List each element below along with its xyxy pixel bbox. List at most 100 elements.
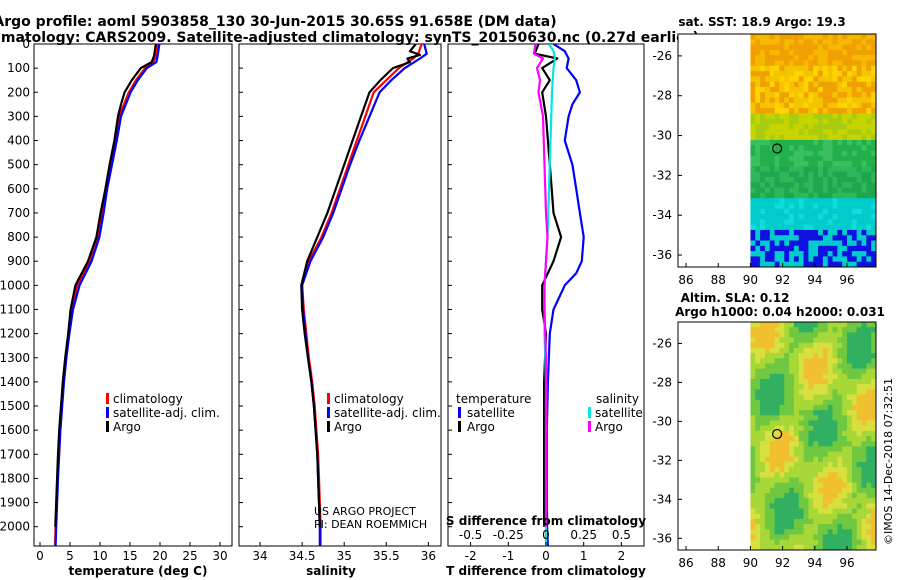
map-cell <box>837 118 843 125</box>
map-cell <box>803 65 809 72</box>
map-cell <box>832 34 838 40</box>
map-cell <box>866 235 872 241</box>
map-cell <box>822 451 829 458</box>
map-cell <box>760 467 766 473</box>
map-cell <box>784 86 790 93</box>
map-cell <box>871 155 877 162</box>
map-cell <box>793 487 800 494</box>
map-cell <box>764 363 771 370</box>
map-cell <box>798 171 804 178</box>
map-cell <box>842 394 848 401</box>
map-cell <box>760 477 766 484</box>
map-cell <box>818 224 824 231</box>
map-cell <box>871 322 877 328</box>
map-cell <box>798 404 804 411</box>
map-cell <box>813 529 819 535</box>
map-cell <box>818 368 824 375</box>
map-cell <box>750 97 756 104</box>
map-cell <box>779 113 785 120</box>
map-cell <box>808 208 814 215</box>
map-cell <box>769 487 775 494</box>
map-cell <box>837 124 843 130</box>
map-cell <box>856 224 862 231</box>
map-cell <box>847 430 853 437</box>
map-cell <box>769 102 775 109</box>
map-cell <box>861 108 867 114</box>
map-cell <box>827 139 833 146</box>
map-cell <box>750 322 756 328</box>
map-cell <box>798 461 804 468</box>
map-cell <box>851 129 858 136</box>
map-cell <box>789 472 795 478</box>
map-cell <box>827 332 833 338</box>
map-cell <box>822 49 829 56</box>
map-cell <box>798 539 804 546</box>
map-cell <box>774 176 780 183</box>
map-cell <box>764 534 771 541</box>
map-cell <box>861 363 867 370</box>
map-cell <box>827 166 833 173</box>
map-cell <box>803 342 809 349</box>
sst-map-cells <box>750 34 877 268</box>
map-cell <box>827 498 833 504</box>
map-cell <box>764 337 771 344</box>
map-cell <box>760 166 766 173</box>
map-cell <box>856 347 862 354</box>
map-cell <box>837 410 843 416</box>
map-cell <box>764 71 771 77</box>
map-cell <box>851 155 858 162</box>
map-cell <box>871 544 877 551</box>
map-cell <box>784 410 790 416</box>
map-cell <box>798 394 804 401</box>
map-cell <box>769 139 775 146</box>
map-cell <box>779 71 785 77</box>
map-cell <box>851 456 858 463</box>
map-cell <box>871 203 877 210</box>
map-cell <box>866 76 872 83</box>
map-cell <box>789 379 795 385</box>
map-cell <box>764 379 771 385</box>
map-cell <box>871 358 877 364</box>
depth-tick-label: 400 <box>7 134 30 148</box>
map-cell <box>793 92 800 98</box>
map-cell <box>789 389 795 395</box>
map-cell <box>798 113 804 120</box>
map-cell <box>856 482 862 489</box>
map-cell <box>866 498 872 504</box>
map-x-tick-label: 94 <box>807 273 822 287</box>
map-cell <box>832 102 838 109</box>
map-cell <box>784 384 790 390</box>
map-cell <box>750 261 756 268</box>
map-cell <box>822 187 829 194</box>
map-cell <box>769 425 775 432</box>
map-cell <box>750 176 756 183</box>
map-cell <box>832 415 838 421</box>
map-cell <box>769 332 775 338</box>
map-cell <box>784 379 790 385</box>
map-cell <box>793 342 800 349</box>
map-cell <box>789 508 795 515</box>
map-cell <box>837 187 843 194</box>
map-cell <box>760 363 766 370</box>
map-cell <box>832 49 838 56</box>
map-cell <box>808 482 814 489</box>
map-cell <box>779 76 785 83</box>
map-cell <box>866 187 872 194</box>
series-line-satellite-adj-clim- <box>54 44 161 546</box>
map-cell <box>847 347 853 354</box>
map-cell <box>760 503 766 509</box>
depth-tick-label: 300 <box>7 109 30 123</box>
map-cell <box>803 113 809 120</box>
x-tick-label: 5 <box>66 549 74 563</box>
map-cell <box>774 256 780 263</box>
map-cell <box>856 161 862 167</box>
map-cell <box>832 55 838 61</box>
map-cell <box>798 166 804 173</box>
map-cell <box>779 229 785 236</box>
x-tick-label: 10 <box>92 549 107 563</box>
map-cell <box>832 182 838 188</box>
map-cell <box>755 493 761 499</box>
map-cell <box>866 65 872 72</box>
map-cell <box>842 203 848 210</box>
